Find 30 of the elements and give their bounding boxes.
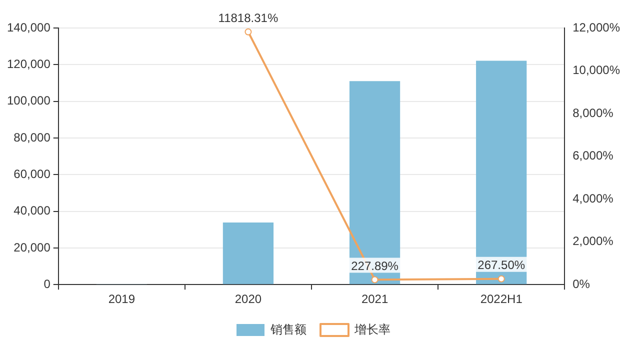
y2-tick-label: 0% (572, 276, 590, 291)
bar (349, 81, 400, 284)
data-label: 11818.31% (218, 11, 278, 26)
bar (222, 222, 274, 284)
x-tick-label: 2022H1 (480, 292, 523, 306)
y2-tick-label: 10,000% (572, 63, 620, 78)
y-tick-label: 140,000 (6, 20, 51, 34)
y-tick-label: 80,000 (14, 130, 51, 144)
x-tick-label: 2019 (108, 292, 136, 306)
x-tick-label: 2021 (361, 292, 388, 306)
y-tick-label: 120,000 (6, 56, 51, 71)
legend-label: 销售额 (270, 322, 306, 336)
y-tick-label: 100,000 (6, 94, 51, 108)
y2-tick-label: 12,000% (572, 20, 620, 34)
point (498, 275, 505, 282)
y2-tick-label: 8,000% (572, 106, 614, 120)
y-tick-label: 20,000 (14, 240, 51, 254)
y2-tick-label: 6,000% (572, 148, 614, 163)
y2-tick-label: 4,000% (572, 191, 614, 206)
legend-label: 增长率 (354, 322, 390, 336)
x-tick-label: 2020 (234, 292, 262, 306)
bar (476, 60, 527, 284)
y-tick-label: 60,000 (14, 166, 51, 181)
y-tick-label: 0 (44, 276, 51, 291)
y2-tick-label: 2,000% (572, 234, 614, 248)
point (244, 28, 252, 36)
data-label: 227.89% (351, 259, 399, 274)
y-tick-label: 40,000 (14, 204, 51, 218)
data-label: 267.50% (478, 258, 526, 272)
point (371, 276, 378, 284)
